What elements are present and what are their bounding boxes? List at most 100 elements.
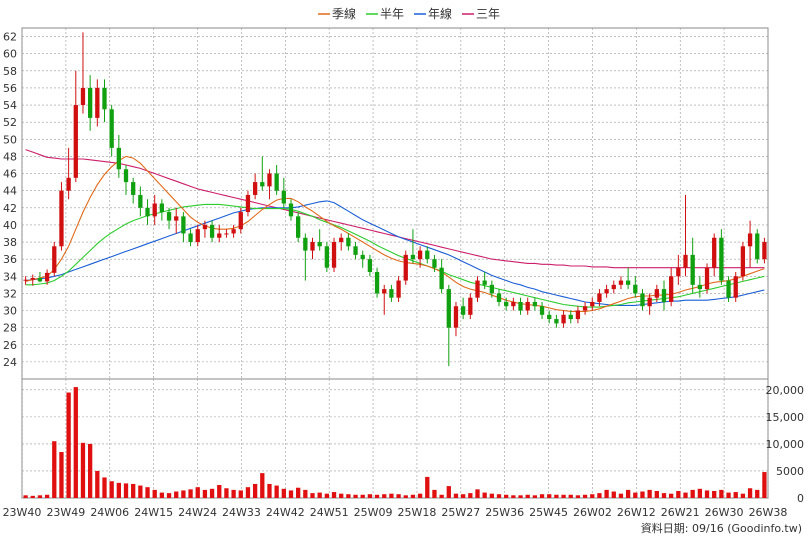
- candle-body: [704, 267, 710, 290]
- candle-body: [238, 212, 243, 230]
- volume-bar: [762, 472, 767, 498]
- price-tick-label: 24: [3, 356, 17, 369]
- volume-bar: [410, 494, 416, 498]
- candle-body: [403, 254, 408, 281]
- candle-body: [712, 237, 717, 268]
- volume-bar: [417, 493, 423, 498]
- volume-bar: [496, 494, 502, 498]
- candle-body: [95, 87, 100, 118]
- candle-body: [217, 233, 222, 238]
- candle-body: [288, 203, 294, 217]
- candle-body: [324, 246, 330, 268]
- price-tick-label: 56: [3, 82, 17, 95]
- volume-bar: [23, 495, 28, 498]
- candle-body: [281, 190, 286, 204]
- candle-body: [303, 237, 308, 251]
- volume-bar: [66, 392, 71, 498]
- candle-body: [317, 242, 322, 247]
- volume-bar: [719, 489, 724, 498]
- price-tick-label: 52: [3, 116, 17, 129]
- candle-body: [360, 254, 365, 260]
- candle-body: [109, 109, 114, 148]
- price-tick-label: 36: [3, 253, 17, 266]
- candle-body: [87, 87, 93, 118]
- volume-bar: [346, 494, 351, 498]
- candle-body: [252, 182, 258, 195]
- candle-body: [195, 229, 200, 243]
- volume-bar: [712, 490, 717, 498]
- volume-bar: [245, 487, 251, 498]
- volume-bar: [217, 485, 222, 498]
- volume-bar: [561, 494, 566, 498]
- candle-body: [181, 216, 186, 234]
- candle-body: [504, 301, 509, 307]
- candle-body: [676, 267, 681, 277]
- volume-bar: [195, 487, 200, 498]
- volume-bar: [367, 494, 373, 498]
- volume-bar: [611, 491, 616, 498]
- candle-body: [453, 306, 459, 328]
- volume-bar: [131, 483, 136, 498]
- price-panel-frame: [21, 27, 769, 380]
- volume-bar: [382, 494, 387, 498]
- volume-bar: [238, 490, 243, 498]
- candle-body: [116, 147, 121, 170]
- volume-bar: [209, 488, 215, 498]
- x-tick-label: 26W38: [749, 506, 788, 519]
- volume-bar: [511, 495, 516, 498]
- candle-body: [296, 216, 301, 238]
- candle-body: [611, 284, 616, 290]
- x-tick-label: 26W21: [661, 506, 700, 519]
- candle-body: [396, 280, 401, 298]
- volume-bar: [554, 494, 559, 498]
- candle-body: [747, 233, 753, 247]
- price-y-axis: 24 26 28 30 32 34 36 38 40 42 44 46 48 50 52 54 56 58 60 62: [3, 31, 17, 369]
- candle-body: [568, 314, 573, 320]
- candle-body: [554, 319, 559, 324]
- volume-bar: [625, 489, 631, 498]
- volume-bar: [755, 489, 760, 498]
- volume-bar: [202, 489, 208, 498]
- candle-body: [446, 289, 451, 328]
- volume-bar: [116, 482, 121, 498]
- candle-body: [152, 203, 157, 217]
- volume-tick-label: 10,000: [766, 438, 805, 451]
- volume-bar: [640, 491, 645, 498]
- price-tick-label: 58: [3, 65, 17, 78]
- volume-bar: [252, 483, 258, 498]
- candle-body: [374, 271, 380, 294]
- volume-bar: [389, 493, 394, 498]
- volume-bar: [331, 492, 337, 498]
- candle-body: [245, 194, 251, 213]
- candle-body: [590, 301, 595, 307]
- candle-body: [518, 301, 523, 311]
- candle-body: [80, 87, 86, 106]
- volume-bars: [23, 387, 767, 498]
- volume-bar: [654, 490, 659, 498]
- volume-bar: [73, 387, 78, 498]
- candle-body: [188, 233, 193, 243]
- candle-body: [532, 301, 538, 307]
- volume-bar: [547, 494, 552, 498]
- volume-bar: [747, 488, 753, 498]
- volume-bar: [80, 442, 86, 498]
- volume-bar: [59, 452, 64, 498]
- volume-bar: [87, 443, 93, 498]
- volume-bar: [453, 493, 459, 498]
- candle-body: [726, 280, 731, 298]
- volume-bar: [690, 489, 695, 498]
- candle-body: [625, 280, 631, 285]
- volume-bar: [152, 489, 157, 498]
- line-ma_3year: [25, 149, 765, 269]
- volume-bar: [532, 495, 538, 498]
- volume-bar: [52, 441, 57, 498]
- volume-bar: [403, 495, 408, 498]
- candle-body: [633, 284, 638, 294]
- candle-body: [37, 277, 43, 282]
- x-tick-label: 25W18: [398, 506, 437, 519]
- volume-bar: [669, 493, 674, 498]
- candle-body: [432, 259, 437, 268]
- x-tick-label: 26W30: [705, 506, 744, 519]
